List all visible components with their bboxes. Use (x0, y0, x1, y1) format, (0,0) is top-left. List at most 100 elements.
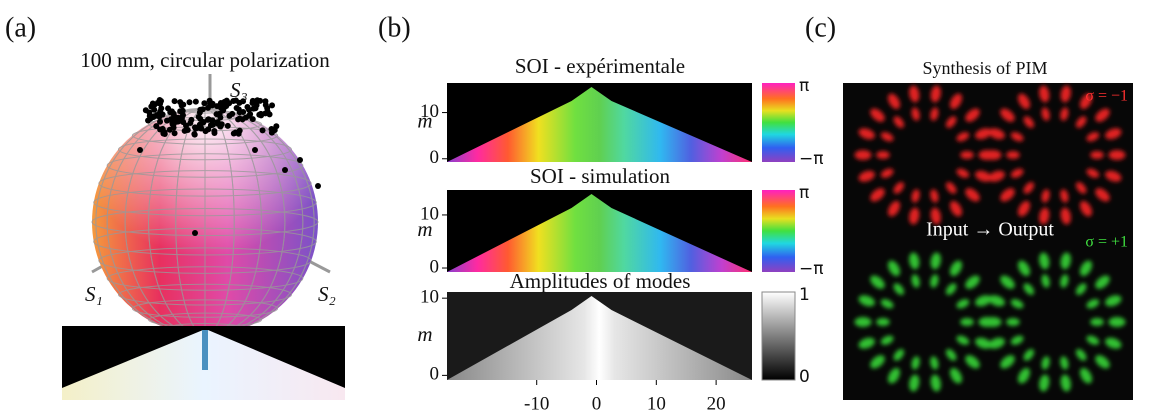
colorbar-label: 0 (799, 367, 810, 387)
point (209, 100, 216, 107)
lobe (909, 85, 920, 103)
lobe (1006, 318, 1020, 326)
y-tick-label: 10 (420, 101, 439, 122)
lobe (1095, 355, 1110, 369)
lobe (1060, 252, 1071, 270)
lobe (911, 356, 920, 370)
point (137, 147, 143, 153)
lobe (1060, 85, 1071, 103)
y-tick-label: 10 (420, 287, 439, 308)
lobe (1017, 200, 1031, 217)
lobe (930, 85, 941, 103)
lobe (893, 181, 905, 194)
lobe (1010, 335, 1024, 345)
lobe (930, 374, 941, 392)
heatmap-profile (447, 194, 752, 272)
lobe (965, 275, 980, 289)
lobe (1000, 188, 1015, 202)
colorbar-label: −π (799, 259, 823, 279)
latitude (93, 188, 317, 217)
lobe (1075, 348, 1087, 361)
lobe (1079, 260, 1093, 277)
point (202, 128, 209, 135)
point (269, 102, 276, 109)
panel-label: (b) (378, 12, 411, 43)
point (245, 112, 252, 119)
point (186, 99, 193, 106)
y-tick-label: 10 (420, 203, 439, 224)
point (257, 97, 264, 104)
axis-label: S₃ (230, 78, 248, 102)
x-tick-label: 0 (592, 393, 602, 414)
lobe (858, 337, 875, 349)
lobe (945, 116, 957, 129)
lobe (880, 299, 894, 309)
point (218, 121, 225, 128)
annotation: σ = +1 (1085, 234, 1128, 251)
heatmap-profile (447, 296, 752, 380)
lobe (1090, 151, 1104, 159)
lobe (988, 128, 1005, 140)
lobe (1041, 356, 1050, 370)
point (151, 106, 158, 113)
lobe (1017, 367, 1031, 384)
lobe (887, 93, 901, 110)
colorbar-label: π (799, 76, 809, 96)
lobe (1108, 317, 1126, 327)
lobe (880, 335, 894, 345)
lobe (945, 348, 957, 361)
lobe (1023, 348, 1035, 361)
lobe (887, 367, 901, 384)
axis-label: S₂ (318, 282, 336, 306)
panel-title: 100 mm, circular polarization (80, 48, 330, 72)
point (142, 107, 149, 114)
lobe (965, 188, 980, 202)
latitude (117, 283, 293, 306)
lobe (1000, 275, 1015, 289)
point (192, 98, 199, 105)
point (153, 123, 160, 130)
lobe (956, 299, 970, 309)
lobe (988, 170, 1005, 182)
point (204, 104, 211, 111)
lobe (1108, 150, 1126, 160)
point (235, 106, 242, 113)
lobe (1006, 151, 1020, 159)
latitude (98, 247, 312, 274)
latitude (106, 266, 304, 291)
lobe (911, 107, 920, 121)
colorbar (761, 291, 796, 381)
point (229, 110, 236, 117)
lobe (956, 132, 970, 142)
lobe (1000, 108, 1015, 122)
lobe (1086, 335, 1100, 345)
lobe (949, 260, 963, 277)
beam-patterns (854, 85, 1126, 392)
lobe (1023, 116, 1035, 129)
lobe (1060, 274, 1069, 288)
lobe (858, 295, 875, 307)
point (177, 99, 184, 106)
lobe (858, 170, 875, 182)
x-tick-label: 20 (707, 393, 726, 414)
lobe (1039, 374, 1050, 392)
lobe (1105, 337, 1122, 349)
lobe (858, 128, 875, 140)
point (297, 157, 303, 163)
latitude (91, 207, 319, 237)
lobe (1010, 168, 1024, 178)
lobe (930, 207, 941, 225)
point (273, 123, 280, 130)
lobe (949, 200, 963, 217)
point (236, 99, 243, 106)
lobe (1079, 93, 1093, 110)
lobe (1095, 275, 1110, 289)
point (170, 110, 177, 117)
point (188, 116, 195, 123)
point (201, 100, 208, 107)
point (157, 118, 164, 125)
lobe (1041, 274, 1050, 288)
sphere-highlight (92, 109, 318, 335)
lobe (1039, 85, 1050, 103)
